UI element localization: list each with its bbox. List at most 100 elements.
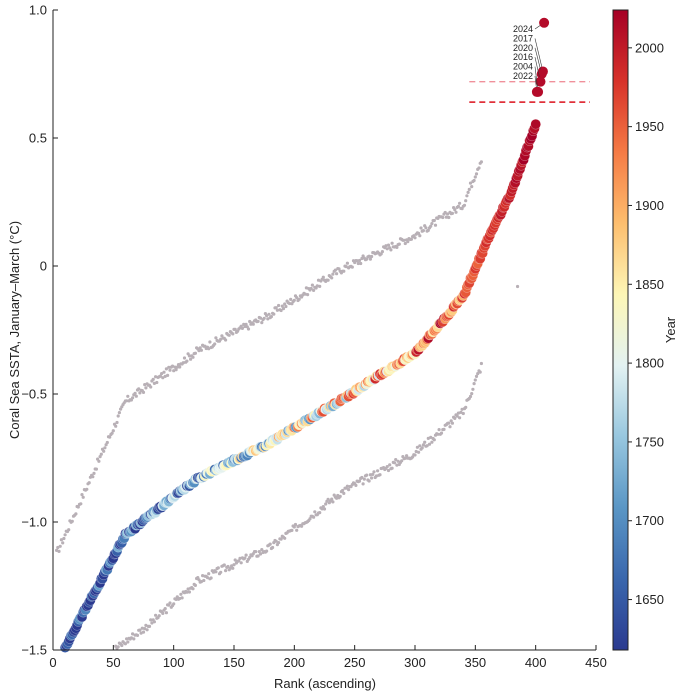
envelope-point — [449, 419, 453, 423]
envelope-point — [397, 242, 401, 246]
envelope-point — [292, 525, 296, 529]
envelope-point — [446, 212, 450, 216]
colorbar-tick-label: 1750 — [635, 434, 664, 449]
envelope-point — [281, 307, 286, 311]
envelope-point — [448, 425, 452, 429]
envelope-point — [271, 545, 275, 550]
envelope-point — [436, 432, 440, 436]
envelope-point — [380, 250, 384, 254]
envelope-point — [426, 228, 430, 232]
envelope-point — [240, 326, 244, 330]
colorbar-tick-label: 1800 — [635, 356, 664, 371]
envelope-point — [110, 431, 114, 435]
envelope-point — [454, 210, 458, 214]
envelope-point — [341, 488, 345, 493]
envelope-point — [432, 218, 436, 223]
envelope-point — [137, 387, 141, 391]
envelope-point — [243, 556, 247, 560]
envelope-point — [274, 306, 278, 310]
envelope-point — [205, 576, 210, 580]
envelope-point — [115, 420, 119, 425]
envelope-point — [474, 172, 479, 176]
envelope-point — [141, 390, 146, 394]
envelope-point — [58, 544, 62, 548]
year-label: 2017 — [513, 33, 533, 43]
envelope-point — [474, 374, 479, 378]
envelope-point — [447, 421, 451, 425]
envelope-point — [186, 587, 190, 591]
envelope-point — [98, 455, 102, 459]
envelope-point — [326, 497, 330, 501]
envelope-point — [120, 643, 124, 648]
envelope-point — [350, 265, 354, 269]
envelope-point — [160, 372, 164, 376]
envelope-point — [443, 210, 447, 215]
envelope-point — [450, 421, 454, 425]
envelope-point — [246, 327, 251, 331]
envelope-point — [378, 473, 382, 477]
envelope-point — [461, 411, 465, 416]
envelope-point — [180, 596, 184, 600]
x-tick-label: 450 — [585, 655, 607, 670]
envelope-point — [283, 302, 287, 306]
envelope-point — [450, 211, 454, 215]
envelope-point — [187, 354, 191, 358]
envelope-point — [357, 479, 362, 483]
colorbar-title: Year — [663, 316, 678, 343]
envelope-point — [198, 346, 202, 350]
envelope-point — [354, 483, 358, 487]
envelope-point — [135, 633, 140, 638]
envelope-point — [459, 410, 463, 414]
envelope-point — [87, 481, 91, 485]
envelope-point — [330, 276, 334, 280]
envelope-point — [257, 550, 261, 554]
y-ticks: −1.5 −1.0 −0.5 0 0.5 1.0 — [21, 3, 58, 658]
envelope-point — [207, 572, 211, 576]
envelope-point — [322, 507, 327, 511]
envelope-point — [413, 236, 417, 240]
envelope-point — [150, 621, 154, 625]
envelope-point — [258, 316, 263, 320]
envelope-point — [143, 383, 147, 387]
envelope-point — [201, 574, 205, 578]
envelope-point — [151, 377, 155, 381]
y-tick-label: 1.0 — [29, 3, 47, 18]
envelope-point — [406, 240, 410, 244]
envelope-point — [427, 442, 432, 446]
envelope-point — [277, 303, 281, 308]
envelope-point — [468, 394, 473, 399]
envelope-point — [385, 247, 389, 251]
envelope-point — [338, 494, 342, 498]
envelope-point — [479, 160, 483, 164]
envelope-point — [371, 472, 375, 476]
envelope-point — [292, 298, 296, 302]
envelope-point — [279, 308, 283, 313]
envelope-point — [155, 380, 159, 385]
envelope-point — [473, 378, 477, 382]
envelope-point — [359, 261, 363, 266]
envelope-point — [279, 537, 283, 541]
envelope-point — [515, 284, 520, 289]
envelope-point — [158, 374, 162, 378]
envelope-point — [162, 370, 166, 374]
envelope-point — [175, 365, 179, 369]
y-axis-title: Coral Sea SSTA, January–March (°C) — [7, 221, 22, 439]
envelope-point — [214, 570, 218, 574]
envelope-point — [324, 502, 328, 506]
envelope-point — [91, 475, 95, 479]
envelope-point — [368, 473, 372, 477]
envelope-point — [360, 475, 364, 480]
envelope-point — [392, 461, 397, 465]
envelope-point — [413, 453, 417, 457]
envelope-point — [224, 569, 228, 573]
envelope-point — [287, 301, 292, 306]
envelope-point — [418, 444, 422, 448]
envelope-point — [277, 541, 281, 545]
envelope-point — [182, 356, 187, 360]
envelope-point — [134, 394, 138, 398]
envelope-point — [149, 618, 153, 622]
envelope-point — [289, 297, 293, 301]
envelope-point — [167, 365, 171, 369]
envelope-point — [376, 469, 380, 473]
envelope-point — [164, 611, 168, 615]
